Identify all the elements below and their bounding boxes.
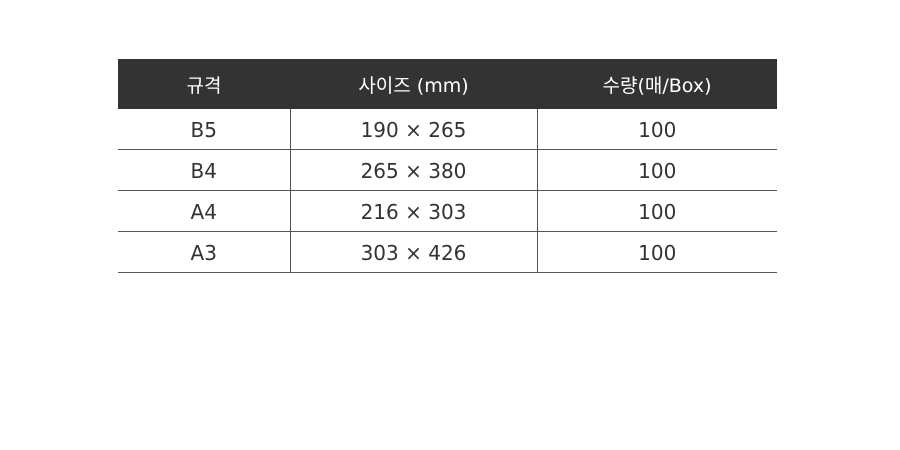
cell-spec: A3	[118, 231, 290, 273]
table-header-row: 규격 사이즈 (mm) 수량(매/Box)	[118, 59, 777, 109]
cell-quantity: 100	[536, 149, 777, 191]
cell-spec: B5	[118, 109, 290, 150]
table-row: A3 303 × 426 100	[118, 231, 777, 273]
header-size: 사이즈 (mm)	[290, 59, 537, 109]
cell-quantity: 100	[536, 231, 777, 273]
cell-quantity: 100	[536, 109, 777, 150]
table-row: B5 190 × 265 100	[118, 109, 777, 150]
cell-spec: B4	[118, 149, 290, 191]
table-row: A4 216 × 303 100	[118, 190, 777, 232]
cell-size: 265 × 380	[289, 149, 537, 191]
cell-size: 216 × 303	[289, 190, 537, 232]
cell-size: 190 × 265	[289, 109, 537, 150]
header-spec: 규격	[118, 59, 290, 109]
size-spec-table: 규격 사이즈 (mm) 수량(매/Box) B5 190 × 265 100 B…	[118, 59, 777, 273]
header-quantity: 수량(매/Box)	[537, 59, 777, 109]
cell-size: 303 × 426	[289, 231, 537, 273]
table-row: B4 265 × 380 100	[118, 149, 777, 191]
cell-spec: A4	[118, 190, 290, 232]
cell-quantity: 100	[536, 190, 777, 232]
